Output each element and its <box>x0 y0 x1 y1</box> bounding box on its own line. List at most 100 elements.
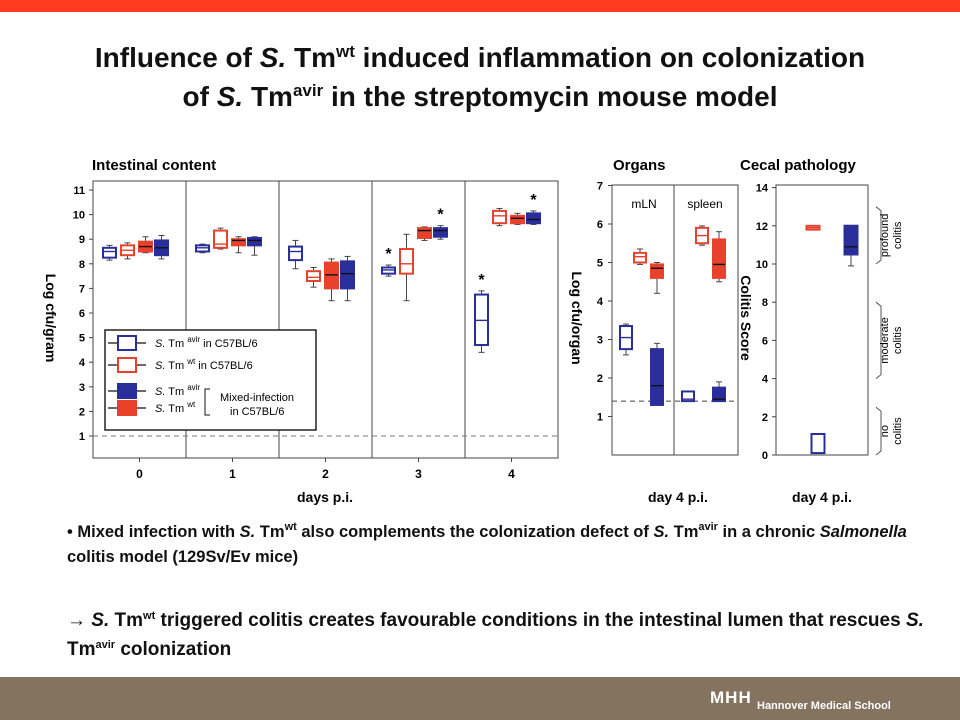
significance-star: * <box>478 272 485 289</box>
box-open-avir-day-2 <box>288 239 303 270</box>
legend-mixed-sublabel: in C57BL/6 <box>230 406 284 418</box>
y-tick-label: 3 <box>597 335 603 347</box>
y-tick-label: 7 <box>597 181 603 193</box>
box-filled-wt-day-2 <box>324 258 339 302</box>
box-body <box>650 348 664 406</box>
legend-item: S. Tm avir <box>108 383 200 399</box>
box-open-avir-spleen <box>681 390 695 403</box>
box-open-wt-day-0 <box>120 242 135 260</box>
box-body <box>492 209 507 225</box>
y-tick-label: 11 <box>73 185 85 197</box>
legend-sup: wt <box>186 400 196 409</box>
legend-strain: Tm <box>165 360 187 372</box>
box-filled-wt-mLN <box>650 262 664 294</box>
box-open-wt-day-3 <box>399 233 414 302</box>
box-open-wt-mLN <box>633 248 647 265</box>
y-tick-label: 1 <box>597 412 603 424</box>
legend-swatch <box>117 357 137 373</box>
box-filled-avir-day-3 <box>433 225 448 240</box>
y-tick-label: 1 <box>79 431 85 443</box>
x-tick-label: 4 <box>508 467 515 481</box>
pathology-x-label: day 4 p.i. <box>792 489 852 505</box>
legend-species: S. <box>155 338 165 350</box>
x-tick-label: 1 <box>229 467 236 481</box>
box-open-avir-day-0 <box>102 244 117 261</box>
box-filled-avir-day-4 <box>526 210 541 225</box>
x-tick-label: 0 <box>136 467 143 481</box>
y-tick-label: 2 <box>79 406 85 418</box>
x-tick-label: 2 <box>322 467 329 481</box>
box-body <box>213 229 228 249</box>
legend-species: S. <box>155 403 165 415</box>
box-body <box>843 224 859 256</box>
y-tick-label: 10 <box>756 259 768 271</box>
intestinal-y-label: Log cfu/gram <box>43 274 59 363</box>
legend-strain: Tm <box>165 403 187 415</box>
box-filled-wt-day-3 <box>417 226 432 241</box>
box-body <box>433 227 448 238</box>
organs-y-label: Log cfu/organ <box>569 271 585 364</box>
significance-star: * <box>385 246 392 263</box>
box-open-wt-day-1 <box>213 227 228 250</box>
box-body <box>712 238 726 279</box>
box-body <box>399 248 414 275</box>
y-tick-label: 2 <box>597 373 603 385</box>
box-body <box>681 390 695 403</box>
box-filled-avir-day-1 <box>247 236 262 256</box>
organs-title: Organs <box>613 157 666 174</box>
colitis-bracket: moderate colitis <box>875 301 904 379</box>
bracket-label: moderate <box>879 317 891 363</box>
y-tick-label: 10 <box>73 210 85 222</box>
bracket-line <box>875 301 882 379</box>
organs-x-label: day 4 p.i. <box>648 489 708 505</box>
significance-star: * <box>437 207 444 224</box>
legend-label: S. Tm wt <box>155 400 196 415</box>
y-tick-label: 0 <box>762 450 768 462</box>
legend-label: S. Tm avir <box>155 383 200 398</box>
y-tick-label: 9 <box>79 234 85 246</box>
y-tick-label: 12 <box>756 221 768 233</box>
legend-sup: avir <box>187 383 200 392</box>
legend-sup: avir <box>187 335 200 344</box>
legend-strain: Tm <box>165 338 187 350</box>
box-open-avir-pathology <box>810 432 826 455</box>
box-body <box>288 245 303 262</box>
box-filled-avir-day-2 <box>340 255 355 302</box>
legend-suffix: in C57BL/6 <box>200 338 257 350</box>
legend-species: S. <box>155 360 165 372</box>
pathology-title: Cecal pathology <box>740 157 857 174</box>
x-tick-label: 3 <box>415 467 422 481</box>
y-tick-label: 4 <box>79 357 86 369</box>
box-filled-wt-day-0 <box>138 236 153 254</box>
box-open-wt-spleen <box>695 225 709 246</box>
school-name: Hannover Medical School <box>757 700 891 712</box>
mhh-logo: MHH <box>710 688 752 707</box>
y-tick-label: 3 <box>79 382 85 394</box>
legend-swatch <box>117 335 137 351</box>
legend-suffix: in C57BL/6 <box>195 360 252 372</box>
legend-strain: Tm <box>165 386 187 398</box>
box-filled-wt-spleen <box>712 231 726 283</box>
box-body <box>417 227 432 239</box>
y-tick-label: 6 <box>597 219 603 231</box>
colitis-bracket: profound colitis <box>875 206 904 265</box>
y-tick-label: 8 <box>79 259 85 271</box>
arrow-icon: → <box>67 610 92 631</box>
box-filled-avir-day-0 <box>154 235 169 260</box>
box-open-avir-day-1 <box>195 243 210 254</box>
title-line-1: Influence of S. Tmwt induced inflammatio… <box>94 42 866 73</box>
box-open-avir-day-4 <box>474 290 489 353</box>
y-tick-label: 5 <box>79 333 85 345</box>
legend-sup: wt <box>186 357 196 366</box>
pathology-y-axis: 0 2 4 6 8 10 12 14 <box>756 183 776 462</box>
y-tick-label: 4 <box>597 296 604 308</box>
top-accent-bar <box>0 0 960 12</box>
intestinal-boxes <box>102 207 541 353</box>
intestinal-x-axis: 0 1 2 3 4 <box>136 458 515 481</box>
legend-label: S. Tm wt in C57BL/6 <box>155 357 253 372</box>
conclusion-text: → S. Tmwt triggered colitis creates favo… <box>67 610 924 660</box>
y-tick-label: 4 <box>762 374 769 386</box>
y-tick-label: 8 <box>762 297 768 309</box>
box-body <box>810 432 826 455</box>
